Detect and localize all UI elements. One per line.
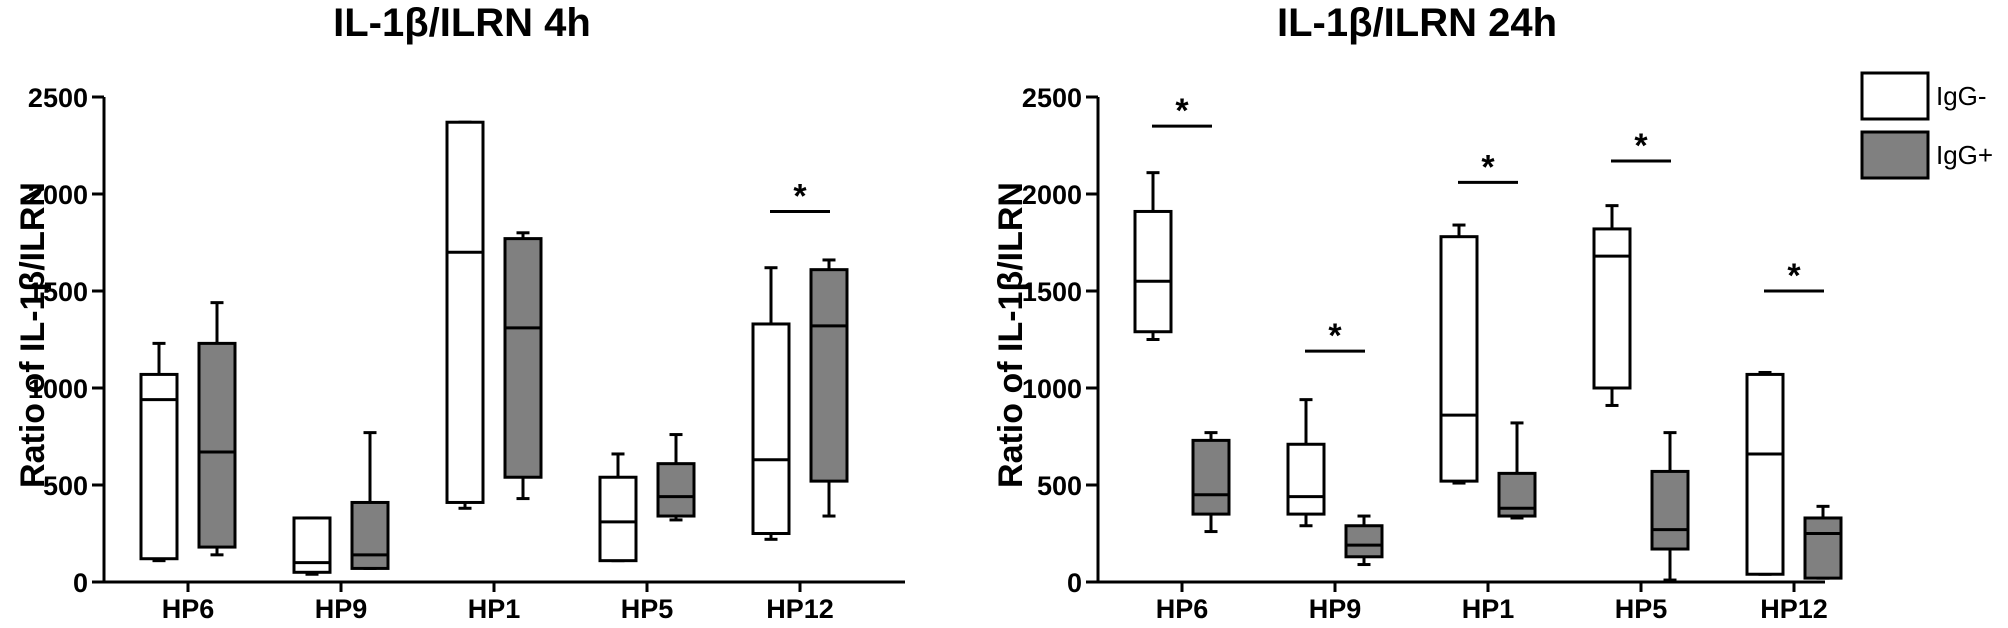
y-axis-label: Ratio of IL-1β/ILRN — [992, 182, 1030, 488]
legend: IgG- IgG+ — [1860, 71, 1993, 180]
box-hp5-0 — [1592, 227, 1632, 390]
box-hp5-1 — [1650, 469, 1690, 551]
box-hp1-0 — [445, 120, 485, 504]
box-hp12-0 — [751, 322, 791, 536]
box-hp1-0 — [1439, 235, 1479, 483]
x-tick-label: HP6 — [1156, 594, 1209, 624]
y-tick-label: 1500 — [28, 277, 88, 307]
box-hp9-1 — [350, 500, 390, 570]
y-tick-label: 1000 — [28, 374, 88, 404]
legend-swatch-0 — [1860, 71, 1930, 121]
box-hp12-1 — [1803, 516, 1843, 580]
x-tick-label: HP9 — [315, 594, 368, 624]
box-hp5-0 — [598, 475, 638, 563]
x-tick-label: HP5 — [621, 594, 674, 624]
significance-star: * — [1481, 148, 1495, 186]
legend-label-1: IgG+ — [1936, 140, 1993, 170]
y-tick-label: 2000 — [28, 180, 88, 210]
y-axis-label: Ratio of IL-1β/ILRN — [14, 182, 52, 488]
significance-star: * — [1328, 317, 1342, 355]
significance-star: * — [793, 177, 807, 215]
significance-star: * — [1175, 92, 1189, 130]
chart-title: IL-1β/ILRN 24h — [1277, 1, 1557, 45]
x-tick-label: HP12 — [766, 594, 834, 624]
legend-label-0: IgG- — [1936, 81, 1987, 111]
box-hp9-0 — [1286, 442, 1326, 516]
box-hp6-0 — [139, 372, 179, 561]
y-tick-label: 0 — [73, 568, 88, 598]
y-tick-label: 2500 — [28, 83, 88, 113]
box-hp9-0 — [292, 516, 332, 574]
chart-4h: IL-1β/ILRN 4h Ratio of IL-1β/ILRN 0 500 1000… — [14, 1, 905, 624]
x-tick-label: HP6 — [162, 594, 215, 624]
legend-swatch-1 — [1860, 130, 1930, 180]
box-hp6-1 — [197, 341, 237, 549]
y-tick-label: 1000 — [1022, 374, 1082, 404]
box-hp5-1 — [656, 462, 696, 518]
box-hp9-1 — [1344, 524, 1384, 559]
chart-title: IL-1β/ILRN 4h — [333, 1, 591, 45]
x-tick-label: HP1 — [1462, 594, 1515, 624]
box-hp6-1 — [1191, 438, 1231, 516]
x-tick-label: HP5 — [1615, 594, 1668, 624]
significance-star: * — [1634, 127, 1648, 165]
y-tick-label: 2000 — [1022, 180, 1082, 210]
box-hp12-0 — [1745, 372, 1785, 576]
y-tick-label: 1500 — [1022, 277, 1082, 307]
chart-24h: IL-1β/ILRN 24h Ratio of IL-1β/ILRN 0 500 100… — [992, 1, 1843, 624]
x-tick-label: HP12 — [1760, 594, 1828, 624]
box-hp6-0 — [1133, 209, 1173, 334]
x-tick-label: HP1 — [468, 594, 521, 624]
box-hp12-1 — [809, 268, 849, 483]
box-hp1-1 — [503, 237, 543, 479]
y-tick-label: 2500 — [1022, 83, 1082, 113]
significance-star: * — [1787, 257, 1801, 295]
y-tick-label: 500 — [1037, 471, 1082, 501]
x-tick-label: HP9 — [1309, 594, 1362, 624]
y-tick-label: 500 — [43, 471, 88, 501]
y-tick-label: 0 — [1067, 568, 1082, 598]
